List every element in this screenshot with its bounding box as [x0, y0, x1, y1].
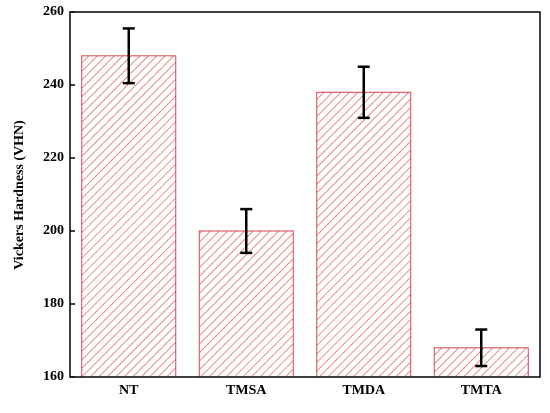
bar	[198, 230, 294, 378]
x-tick-label: TMTA	[461, 383, 503, 398]
error-bar	[122, 27, 135, 85]
plot-frame	[69, 11, 541, 378]
y-tick-label: 240	[43, 77, 64, 92]
x-tick-label: TMSA	[226, 383, 267, 398]
error-bar	[357, 65, 370, 120]
y-tick-label: 220	[43, 150, 64, 165]
x-tick-label: TMDA	[342, 383, 386, 398]
x-tick-label: NT	[119, 383, 139, 398]
y-tick-label: 260	[43, 4, 64, 19]
y-tick-label: 160	[43, 369, 64, 384]
error-bar	[475, 328, 488, 368]
y-axis-label: Vickers Hardness (VHN)	[12, 120, 27, 270]
bar	[81, 55, 177, 378]
y-tick-label: 200	[43, 223, 64, 238]
bar	[316, 91, 412, 378]
y-tick-label: 180	[43, 296, 64, 311]
error-bar	[240, 207, 253, 255]
